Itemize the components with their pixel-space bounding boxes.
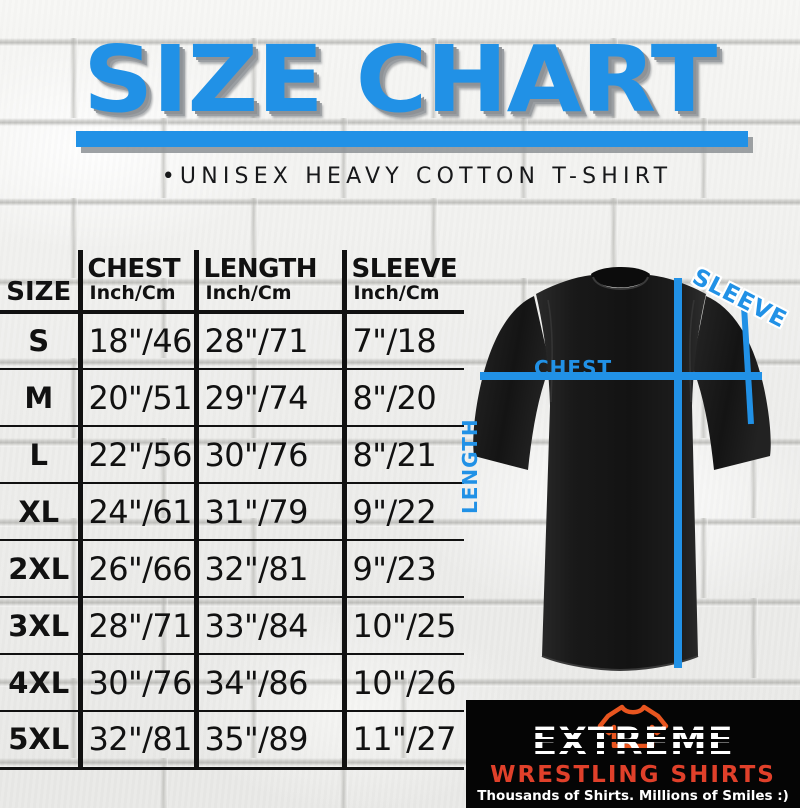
sleeve-measure-line: [741, 305, 754, 425]
mortar-joint: [250, 38, 258, 118]
column-header-size-label: SIZE: [6, 277, 72, 307]
cell-size: 5XL: [0, 711, 83, 770]
cell-chest: 24"/61: [80, 483, 199, 541]
mortar-joint: [750, 438, 758, 518]
brand-logo-inner: EXTREME WRESTLING SHIRTS Thousands of Sh…: [466, 700, 800, 808]
table-row: S 18"/46 28"/71 7"/18: [0, 312, 464, 370]
table-header-row: SIZE CHEST Inch/Cm LENGTH Inch/Cm SLEEVE…: [0, 250, 464, 314]
cell-length: 32"/81: [196, 540, 347, 598]
column-header-sleeve-units: Inch/Cm: [353, 282, 440, 305]
tshirt-collar-seam: [592, 276, 649, 290]
chest-measure-label: CHEST: [534, 356, 613, 380]
column-header-chest-units: Inch/Cm: [89, 282, 176, 305]
table-row: L 22"/56 30"/76 8"/21: [0, 426, 464, 484]
cell-length: 35"/89: [196, 711, 347, 770]
cell-sleeve: 9"/22: [344, 483, 464, 541]
cell-sleeve: 10"/26: [344, 654, 464, 712]
cell-sleeve: 9"/23: [344, 540, 464, 598]
cell-sleeve: 11"/27: [344, 711, 464, 770]
cell-length: 30"/76: [196, 426, 347, 484]
tshirt-illustration: CHEST LENGTH SLEEVE: [458, 256, 800, 686]
table-row: 4XL 30"/76 34"/86 10"/26: [0, 654, 464, 712]
size-chart-table-wrap: SIZE CHEST Inch/Cm LENGTH Inch/Cm SLEEVE…: [0, 250, 464, 770]
column-header-length-label: LENGTH: [203, 254, 318, 285]
cell-size: 3XL: [0, 597, 83, 655]
tshirt-right-sleeve: [692, 296, 771, 470]
mortar-joint: [430, 38, 438, 118]
mortar-course: [0, 38, 800, 47]
cell-chest: 30"/76: [80, 654, 199, 712]
mortar-joint: [160, 118, 168, 198]
cell-chest: 32"/81: [80, 711, 199, 770]
mortar-joint: [750, 598, 758, 678]
length-measure-label: LENGTH: [458, 418, 482, 514]
cell-length: 34"/86: [196, 654, 347, 712]
tshirt-left-sleeve: [473, 296, 550, 470]
mortar-joint: [700, 518, 708, 598]
table-header: SIZE CHEST Inch/Cm LENGTH Inch/Cm SLEEVE…: [0, 250, 464, 314]
table-row: XL 24"/61 31"/79 9"/22: [0, 483, 464, 541]
cell-sleeve: 7"/18: [344, 312, 464, 370]
page-title-wrap: SIZE CHART: [0, 34, 800, 126]
brand-tagline-primary: WRESTLING SHIRTS: [490, 762, 776, 788]
brand-tagline-secondary: Thousands of Shirts. Millions of Smiles …: [477, 788, 789, 804]
page-title: SIZE CHART: [83, 26, 717, 133]
cell-size: S: [0, 312, 83, 370]
cell-length: 28"/71: [196, 312, 347, 370]
tshirt-left-shoulder-seam: [547, 299, 553, 403]
cell-size: M: [0, 369, 83, 427]
cell-sleeve: 8"/21: [344, 426, 464, 484]
mortar-joint: [700, 118, 708, 198]
title-underline-bar: [76, 131, 748, 147]
cell-chest: 26"/66: [80, 540, 199, 598]
column-header-size: SIZE: [0, 250, 83, 314]
mortar-joint: [70, 198, 78, 278]
brand-logo-banner: EXTREME WRESTLING SHIRTS Thousands of Sh…: [466, 700, 800, 808]
table-row: 5XL 32"/81 35"/89 11"/27: [0, 711, 464, 770]
mortar-joint: [610, 38, 618, 118]
cell-length: 31"/79: [196, 483, 347, 541]
mortar-joint: [430, 198, 438, 278]
cell-sleeve: 10"/25: [344, 597, 464, 655]
column-header-chest-label: CHEST: [87, 254, 181, 285]
mortar-joint: [520, 118, 528, 198]
mortar-joint: [250, 198, 258, 278]
column-header-sleeve: SLEEVE Inch/Cm: [344, 250, 464, 314]
table-row: M 20"/51 29"/74 8"/20: [0, 369, 464, 427]
mortar-joint: [340, 758, 348, 808]
cell-sleeve: 8"/20: [344, 369, 464, 427]
cell-size: L: [0, 426, 83, 484]
tshirt-graphic: [473, 267, 771, 672]
cell-size: 2XL: [0, 540, 83, 598]
cell-chest: 20"/51: [80, 369, 199, 427]
cell-chest: 18"/46: [80, 312, 199, 370]
table-row: 2XL 26"/66 32"/81 9"/23: [0, 540, 464, 598]
mortar-course: [0, 118, 800, 127]
cell-length: 33"/84: [196, 597, 347, 655]
table-row: 3XL 28"/71 33"/84 10"/25: [0, 597, 464, 655]
cell-chest: 22"/56: [80, 426, 199, 484]
size-chart-table: SIZE CHEST Inch/Cm LENGTH Inch/Cm SLEEVE…: [0, 250, 464, 770]
column-header-chest: CHEST Inch/Cm: [80, 250, 199, 314]
page-subtitle: •UNISEX HEAVY COTTON T-SHIRT: [161, 164, 673, 189]
mortar-course: [0, 198, 800, 207]
brand-name: EXTREME: [532, 720, 734, 763]
cell-length: 29"/74: [196, 369, 347, 427]
mortar-joint: [160, 758, 168, 808]
cell-chest: 28"/71: [80, 597, 199, 655]
column-header-length: LENGTH Inch/Cm: [196, 250, 347, 314]
column-header-sleeve-label: SLEEVE: [351, 254, 458, 285]
cell-size: XL: [0, 483, 83, 541]
tshirt-right-shoulder-seam: [689, 299, 695, 403]
tshirt-collar: [591, 267, 650, 288]
mortar-joint: [610, 198, 618, 278]
column-header-length-units: Inch/Cm: [205, 282, 292, 305]
mortar-joint: [70, 38, 78, 118]
cell-size: 4XL: [0, 654, 83, 712]
mortar-joint: [340, 118, 348, 198]
header: SIZE CHART •UNISEX HEAVY COTTON T-SHIRT: [0, 0, 800, 210]
table-body: S 18"/46 28"/71 7"/18 M 20"/51 29"/74 8"/20 L 22"…: [0, 312, 464, 770]
